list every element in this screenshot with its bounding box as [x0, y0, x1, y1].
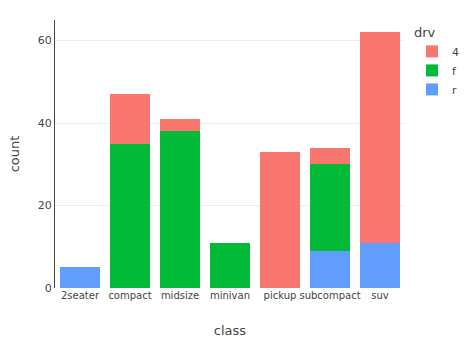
svg-text:class: class	[214, 323, 246, 338]
svg-text:60: 60	[38, 34, 52, 47]
svg-text:40: 40	[38, 117, 52, 130]
svg-text:drv: drv	[414, 25, 436, 40]
svg-text:suv: suv	[371, 290, 389, 301]
svg-text:midsize: midsize	[161, 290, 199, 301]
svg-text:f: f	[452, 65, 457, 78]
svg-text:count: count	[7, 136, 22, 173]
svg-text:4: 4	[452, 46, 459, 59]
svg-text:subcompact: subcompact	[299, 290, 360, 301]
svg-text:r: r	[452, 84, 457, 97]
svg-text:0: 0	[45, 282, 52, 295]
svg-text:pickup: pickup	[264, 290, 297, 301]
svg-text:2seater: 2seater	[61, 290, 100, 301]
svg-text:compact: compact	[108, 290, 151, 301]
svg-text:minivan: minivan	[210, 290, 250, 301]
svg-text:20: 20	[38, 199, 52, 212]
